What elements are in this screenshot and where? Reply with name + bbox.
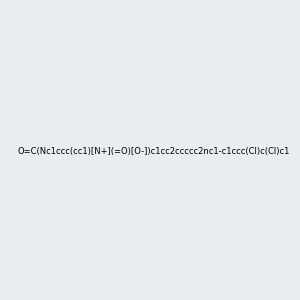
Text: O=C(Nc1ccc(cc1)[N+](=O)[O-])c1cc2ccccc2nc1-c1ccc(Cl)c(Cl)c1: O=C(Nc1ccc(cc1)[N+](=O)[O-])c1cc2ccccc2n…	[18, 147, 290, 156]
